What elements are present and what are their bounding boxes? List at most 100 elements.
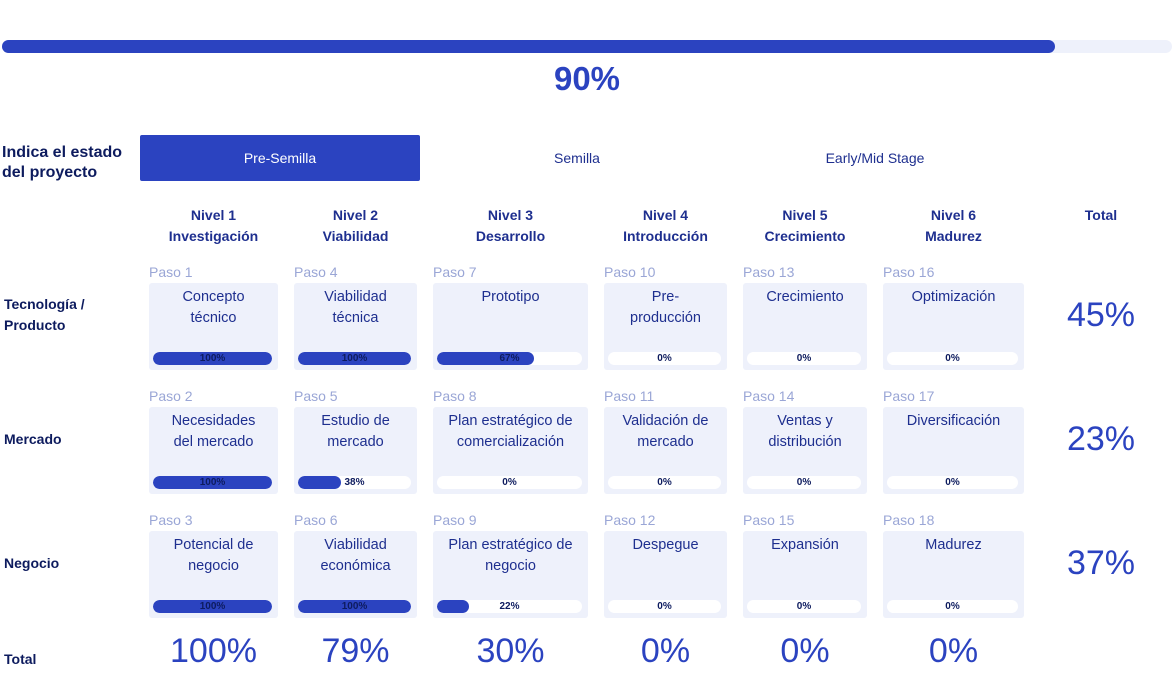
step-progress-percent: 0% xyxy=(657,353,672,364)
step-number: Paso 12 xyxy=(604,512,656,528)
stage-question-label: Indica el estado del proyecto xyxy=(2,144,123,181)
row-total-negocio: 37% xyxy=(1066,544,1136,582)
step-title-line: Madurez xyxy=(925,537,982,553)
totals-row-label: Total xyxy=(4,651,37,667)
step-progress-fill xyxy=(153,352,272,365)
step-title-line: distribución xyxy=(768,434,842,450)
step-card[interactable]: Prototipo 67% xyxy=(433,283,588,370)
overall-progress-percent: 90% xyxy=(553,60,621,97)
step-number: Paso 3 xyxy=(149,512,193,528)
step-number: Paso 4 xyxy=(294,264,338,280)
row-total-tecnologia-producto: 45% xyxy=(1066,296,1136,334)
step-title: Potencial de negocio xyxy=(153,535,274,577)
step-number: Paso 13 xyxy=(743,264,795,280)
stage-tab-pre-semilla[interactable]: Pre-Semilla xyxy=(140,135,420,181)
step-progress-percent: 67% xyxy=(499,353,520,364)
step-title-line: Expansión xyxy=(771,537,839,553)
column-total-1: 100% xyxy=(170,632,257,670)
step-progress-percent: 0% xyxy=(796,477,812,488)
step-title-line: Potencial de xyxy=(173,537,254,553)
step-title-line: Estudio de xyxy=(321,413,390,429)
step-card[interactable]: Crecimiento 0% xyxy=(743,283,867,370)
step-progress-percent: 0% xyxy=(657,477,672,488)
column-total-4: 0% xyxy=(640,632,691,670)
step-title-line: comercialización xyxy=(456,434,565,450)
step-number: Paso 1 xyxy=(149,264,193,280)
step-card[interactable]: Despegue 0% xyxy=(604,531,727,618)
step-card[interactable]: Ventas y distribución 0% xyxy=(743,407,867,494)
step-title-line: Despegue xyxy=(632,537,699,553)
step-card[interactable]: Validación de mercado 0% xyxy=(604,407,727,494)
step-progress-percent: 100% xyxy=(199,601,226,612)
level-header-number: Nivel 5 xyxy=(782,207,828,223)
step-progress-percent: 100% xyxy=(341,353,368,364)
stage-tab-early-mid-stage[interactable]: Early/Mid Stage xyxy=(825,150,925,166)
step-title: Optimización xyxy=(887,287,1020,308)
step-card[interactable]: Viabilidad técnica 100% xyxy=(294,283,417,370)
step-card[interactable]: Concepto técnico 100% xyxy=(149,283,278,370)
stage-tab-semilla[interactable]: Semilla xyxy=(554,150,600,166)
step-card[interactable]: Potencial de negocio 100% xyxy=(149,531,278,618)
step-title-line: Ventas y xyxy=(777,413,833,429)
step-progress-percent: 0% xyxy=(657,601,672,612)
step-progress-bar: 100% xyxy=(153,476,272,489)
step-number: Paso 16 xyxy=(883,264,935,280)
level-header-number: Nivel 2 xyxy=(332,207,379,223)
column-total-2: 79% xyxy=(321,632,390,670)
step-number: Paso 6 xyxy=(294,512,338,528)
level-header-2: Nivel 2 Viabilidad xyxy=(294,205,417,247)
step-number: Paso 11 xyxy=(604,388,655,404)
level-header-6: Nivel 6 Madurez xyxy=(883,205,1024,247)
step-progress-bar: 100% xyxy=(298,352,411,365)
level-header-name: Investigación xyxy=(168,228,259,244)
step-card[interactable]: Plan estratégico de negocio 22% xyxy=(433,531,588,618)
step-progress-bar: 0% xyxy=(608,600,721,613)
row-label-line: Tecnología / xyxy=(4,296,85,312)
step-progress-fill xyxy=(153,600,272,613)
step-title-line: producción xyxy=(630,310,701,326)
step-card[interactable]: Viabilidad económica 100% xyxy=(294,531,417,618)
step-progress-percent: 100% xyxy=(199,353,226,364)
step-card[interactable]: Plan estratégico de comercialización 0% xyxy=(433,407,588,494)
step-title-line: Diversificación xyxy=(906,413,1001,429)
step-title-line: mercado xyxy=(327,434,384,450)
step-title: Estudio de mercado xyxy=(298,411,413,453)
row-label-negocio: Negocio xyxy=(4,555,60,571)
step-card[interactable]: Madurez 0% xyxy=(883,531,1024,618)
column-total-3: 30% xyxy=(476,632,545,670)
step-title-line: Viabilidad xyxy=(324,289,387,305)
step-card[interactable]: Diversificación 0% xyxy=(883,407,1024,494)
step-progress-percent: 0% xyxy=(502,477,517,488)
step-title: Plan estratégico de negocio xyxy=(437,535,584,577)
level-header-number: Nivel 4 xyxy=(642,207,689,223)
level-header-number: Nivel 3 xyxy=(487,207,534,223)
step-title: Despegue xyxy=(608,535,723,556)
step-progress-bar: 0% xyxy=(747,476,861,489)
step-title-line: técnico xyxy=(190,310,237,326)
step-title-line: Plan estratégico de xyxy=(448,413,573,429)
step-progress-percent: 22% xyxy=(499,601,520,612)
step-progress-percent: 0% xyxy=(796,353,812,364)
row-label-line: Producto xyxy=(4,317,66,333)
step-card[interactable]: Pre-producción 0% xyxy=(604,283,727,370)
step-progress-bar: 100% xyxy=(153,352,272,365)
step-card[interactable]: Estudio de mercado 38% xyxy=(294,407,417,494)
step-title-line: negocio xyxy=(188,558,239,574)
step-card[interactable]: Necesidades del mercado 100% xyxy=(149,407,278,494)
step-number: Paso 10 xyxy=(604,264,656,280)
step-number: Paso 5 xyxy=(294,388,338,404)
step-title-line: mercado xyxy=(637,434,694,450)
step-number: Paso 9 xyxy=(433,512,477,528)
column-total-5: 0% xyxy=(780,632,830,670)
level-header-4: Nivel 4 Introducción xyxy=(604,205,727,247)
level-header-name: Crecimiento xyxy=(764,228,846,244)
step-title-line: negocio xyxy=(485,558,536,574)
row-label-tecnologia-producto: Tecnología / Producto xyxy=(4,294,85,336)
step-card[interactable]: Optimización 0% xyxy=(883,283,1024,370)
row-label-mercado: Mercado xyxy=(4,431,62,447)
row-total-mercado: 23% xyxy=(1066,420,1136,458)
level-header-name: Viabilidad xyxy=(322,228,389,244)
step-title: Validación de mercado xyxy=(608,411,723,453)
step-title-line: Validación de xyxy=(622,413,709,429)
step-card[interactable]: Expansión 0% xyxy=(743,531,867,618)
